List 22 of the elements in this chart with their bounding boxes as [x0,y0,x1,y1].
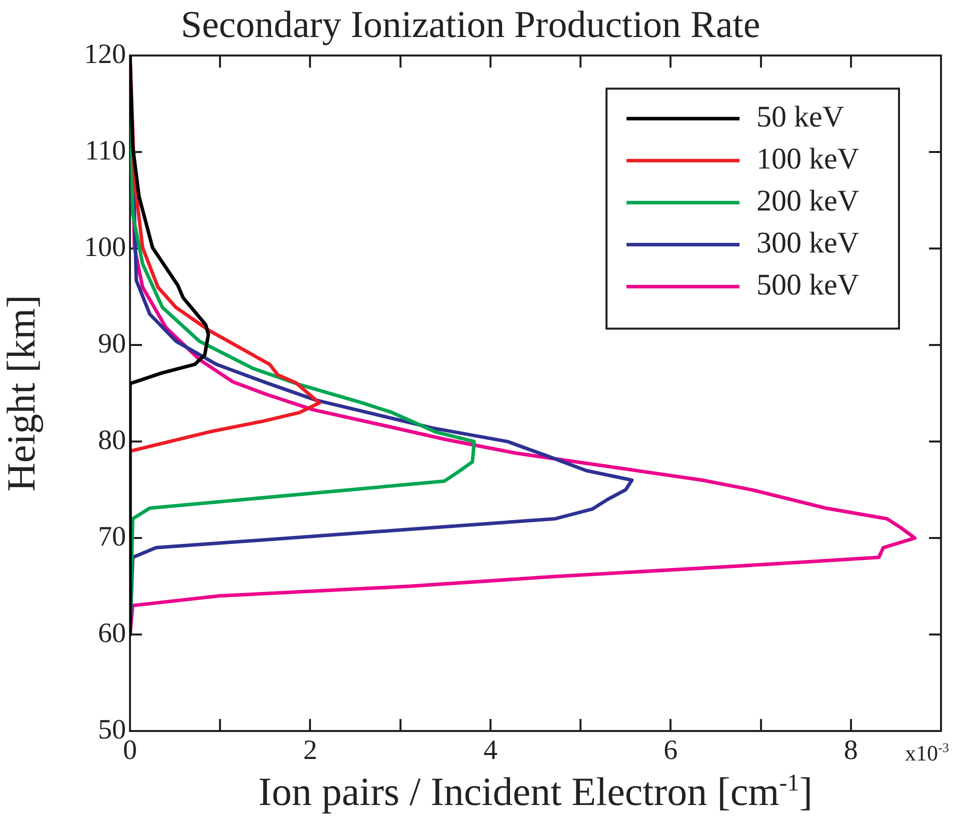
y-tick-label: 100 [84,232,126,263]
y-tick-label: 110 [85,135,126,166]
x-tick-label: 4 [483,735,498,766]
y-tick-label: 50 [98,714,126,746]
y-tick-label: 70 [98,521,126,552]
legend-label: 50 keV [756,100,844,134]
x-tick-label: 2 [303,735,318,766]
x-tick-label: 8 [844,735,858,766]
y-tick-label: 90 [98,328,126,360]
text: x10$^{-3}$ [905,740,949,766]
y-tick-label: 120 [84,38,126,70]
x-axis-title: Ion pairs / Incident Electron [cm$^{-1}$] [257,768,814,815]
chart-title: Secondary Ionization Production Rate [180,4,760,46]
legend-label: 300 keV [756,226,860,260]
y-axis-title: Height [km] [0,294,44,492]
x-tick-label: 6 [664,735,678,766]
legend-label: 500 keV [756,268,860,302]
y-tick-label: 80 [98,424,126,456]
x-tick-label: 0 [123,735,137,766]
y-tick-label: 60 [98,618,126,649]
legend-label: 100 keV [756,142,860,176]
legend-label: 200 keV [756,184,860,218]
